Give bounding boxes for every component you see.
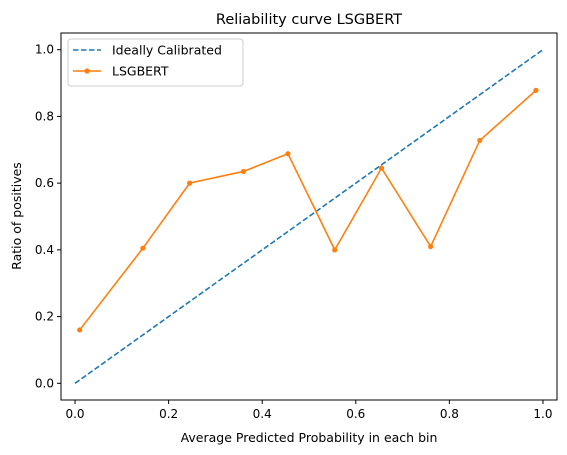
data-point-lsgbert xyxy=(428,243,434,250)
legend-label-lsgbert: LSGBERT xyxy=(112,64,169,79)
y-tick-label: 0.6 xyxy=(35,176,54,190)
y-tick-label: 0.8 xyxy=(35,109,54,123)
x-tick-label: 0.6 xyxy=(346,407,365,421)
data-point-lsgbert xyxy=(140,245,146,251)
legend-label-ideal: Ideally Calibrated xyxy=(112,43,222,58)
data-point-lsgbert xyxy=(533,87,539,93)
plot-frame xyxy=(60,32,558,401)
data-point-lsgbert xyxy=(77,327,83,333)
y-tick-label: 0.2 xyxy=(35,310,54,324)
data-point-lsgbert xyxy=(332,247,338,253)
x-tick-label: 0.8 xyxy=(440,407,459,421)
x-tick-label: 0.2 xyxy=(159,407,178,421)
series-layer xyxy=(74,49,544,384)
data-point-lsgbert xyxy=(187,180,193,186)
y-tick-label: 1.0 xyxy=(35,43,54,57)
x-tick-label: 0.0 xyxy=(65,407,84,421)
x-tick-label: 1.0 xyxy=(533,407,552,421)
plot-area xyxy=(61,33,557,400)
y-tick-label: 0.4 xyxy=(35,243,54,257)
data-point-lsgbert xyxy=(378,165,385,171)
data-point-lsgbert xyxy=(285,151,291,157)
tick-group: 0.0 0.2 0.4 0.6 0.8 1.0 0.0 0.2 0.4 0.6 0.8 1.0 xyxy=(35,43,553,421)
data-point-lsgbert xyxy=(240,168,247,175)
chart-title: Reliability curve LSGBERT xyxy=(216,12,402,28)
y-tick-label: 0.0 xyxy=(35,376,54,390)
legend-box xyxy=(67,38,244,87)
legend: Ideally Calibrated LSGBERT xyxy=(67,38,244,87)
y-axis-label: Ratio of positives xyxy=(9,162,24,270)
series-line-lsgbert xyxy=(79,89,537,331)
x-axis-label: Average Predicted Probability in each bi… xyxy=(181,430,438,445)
legend-marker-lsgbert xyxy=(84,68,90,74)
x-tick-label: 0.4 xyxy=(253,407,272,421)
data-point-lsgbert xyxy=(477,137,483,144)
